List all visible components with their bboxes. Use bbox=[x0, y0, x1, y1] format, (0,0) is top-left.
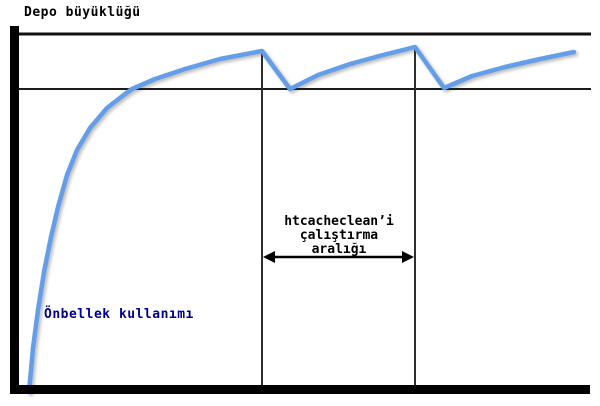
y-axis-title: Depo büyüklüğü bbox=[24, 5, 141, 20]
annotation-line-1: htcacheclean’i bbox=[284, 214, 394, 229]
cache-usage-series-label: Önbellek kullanımı bbox=[44, 307, 194, 322]
y-axis-bar bbox=[10, 26, 19, 394]
x-axis-bar bbox=[10, 385, 590, 394]
interval-arrow-right-head bbox=[402, 251, 414, 263]
annotation-line-2: çalıştırma bbox=[299, 228, 379, 243]
cache-usage-curve bbox=[26, 44, 577, 395]
annotation-line-3: aralığı bbox=[311, 242, 367, 257]
interval-arrow-left-head bbox=[263, 251, 275, 263]
cleanup-interval-annotation: htcacheclean’i çalıştırma aralığı bbox=[266, 215, 412, 257]
